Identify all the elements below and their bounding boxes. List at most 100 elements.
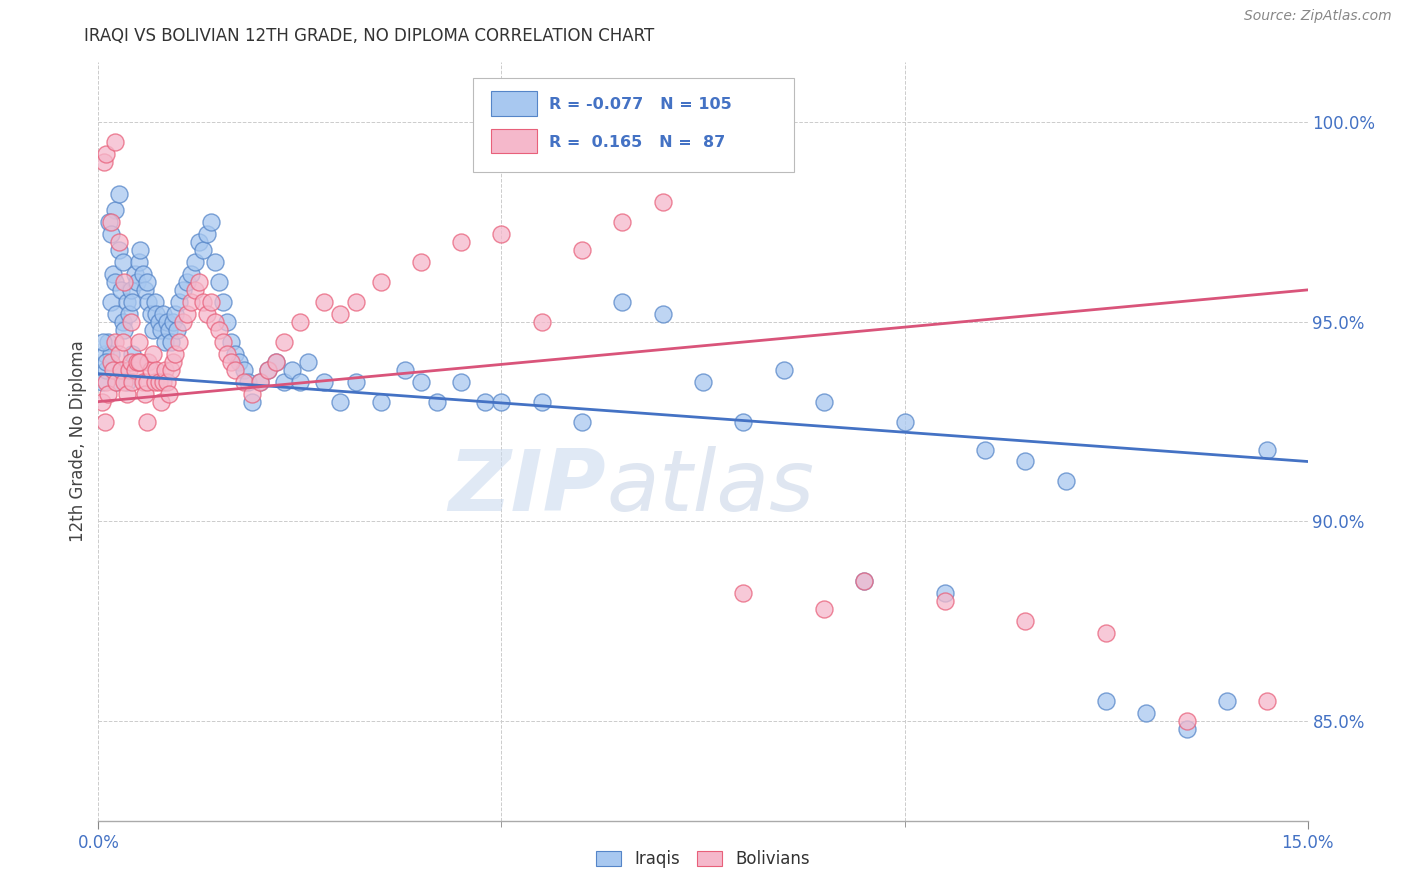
Point [180,267,202,281]
Point [204,255,226,269]
Point [138,355,160,369]
Point [112,375,135,389]
Point [224,347,246,361]
Point [150,323,173,337]
Point [571,243,593,257]
Point [153,334,176,349]
Text: R =  0.165   N =  87: R = 0.165 N = 87 [550,135,725,150]
Point [96,147,118,161]
Point [162,355,184,369]
Point [157,386,180,401]
Point [208,323,231,337]
Point [107,347,129,361]
Point [193,294,215,309]
Point [217,347,239,361]
Point [105,375,128,389]
Point [97,334,120,349]
Point [612,215,634,229]
Point [256,362,278,376]
Point [530,394,553,409]
Point [224,362,246,376]
Point [249,375,271,389]
Point [240,394,263,409]
Point [101,267,124,281]
Point [193,243,215,257]
Point [120,355,142,369]
Point [409,255,432,269]
Point [893,415,915,429]
Point [167,334,190,349]
Point [1256,442,1278,457]
Point [232,362,254,376]
Point [100,227,122,241]
Point [1095,694,1118,708]
Point [208,275,231,289]
Point [160,334,183,349]
Point [162,315,184,329]
Point [118,307,141,321]
Y-axis label: 12th Grade, No Diploma: 12th Grade, No Diploma [69,341,87,542]
Point [228,355,250,369]
Point [129,355,152,369]
Point [145,362,167,376]
Point [1135,706,1157,720]
Point [94,347,117,361]
Point [772,362,794,376]
Point [97,386,120,401]
Point [139,362,162,376]
Text: atlas: atlas [606,445,814,529]
Point [110,362,132,376]
Point [394,362,416,376]
Point [127,275,149,289]
Point [121,375,143,389]
Point [200,294,222,309]
Point [160,362,183,376]
Point [112,275,135,289]
Point [111,315,134,329]
Point [344,375,367,389]
Point [121,347,143,361]
Point [111,255,134,269]
Point [105,375,128,389]
Point [103,135,125,149]
Point [100,347,122,361]
Point [344,294,367,309]
Point [273,375,295,389]
Point [91,375,114,389]
Point [132,375,155,389]
FancyBboxPatch shape [474,78,793,172]
Point [129,243,152,257]
Point [156,375,179,389]
Point [370,394,392,409]
Point [135,375,157,389]
Point [530,315,553,329]
Point [450,235,472,249]
Point [139,307,162,321]
Point [264,355,287,369]
Point [94,355,117,369]
Point [96,362,118,376]
Point [188,275,211,289]
Point [314,375,336,389]
Point [212,334,235,349]
Point [121,294,143,309]
Point [733,415,755,429]
Point [163,347,186,361]
Point [281,362,304,376]
Point [110,362,132,376]
Point [142,323,165,337]
Point [91,394,114,409]
Point [249,375,271,389]
Point [692,375,714,389]
Point [93,155,115,169]
Point [1014,614,1036,628]
Point [107,243,129,257]
Point [156,315,179,329]
Point [571,415,593,429]
Point [111,334,134,349]
Point [264,355,287,369]
Bar [492,91,537,116]
Point [1095,626,1118,640]
Point [329,394,352,409]
Point [200,215,222,229]
